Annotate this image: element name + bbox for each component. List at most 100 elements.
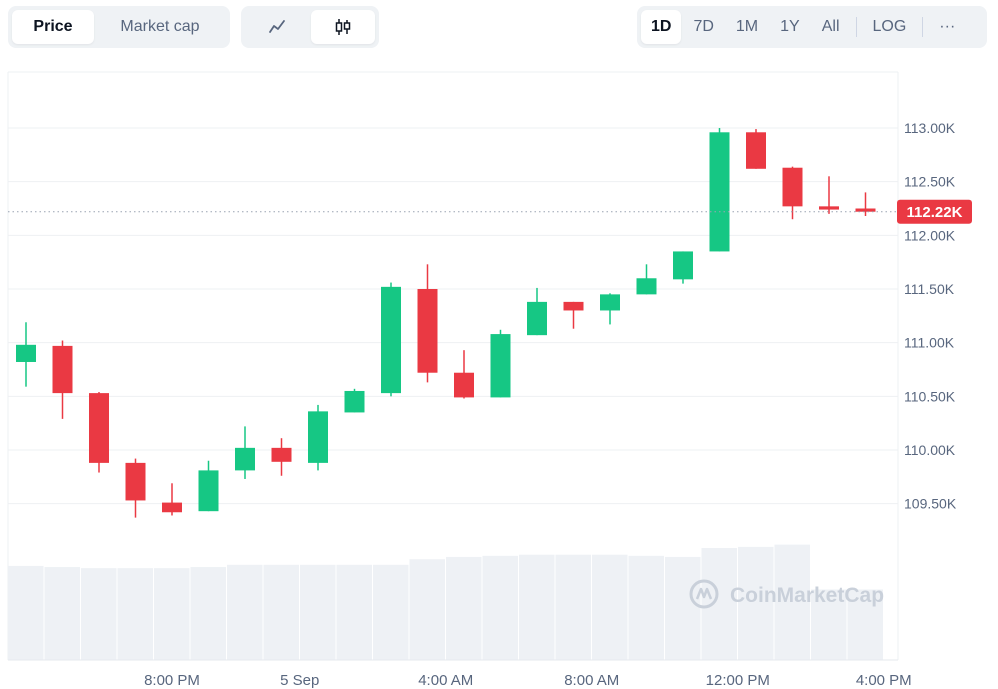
range-1d[interactable]: 1D: [641, 10, 682, 44]
divider: [855, 17, 857, 37]
candle: [454, 350, 474, 399]
candle-body: [600, 294, 620, 311]
candle-body: [308, 411, 328, 463]
candle-body: [490, 334, 511, 398]
candle: [673, 251, 693, 284]
volume-bars: [8, 544, 883, 660]
y-tick-label: 113.00K: [904, 120, 956, 136]
volume-bar: [44, 567, 80, 660]
candle-body: [673, 251, 693, 280]
y-tick-label: 110.50K: [904, 388, 956, 404]
candle: [527, 287, 547, 336]
volume-bar: [190, 567, 226, 660]
volume-bar: [665, 556, 701, 660]
candle: [162, 483, 182, 516]
candle-body: [125, 462, 146, 501]
y-tick-label: 110.00K: [904, 442, 956, 458]
candle-body: [344, 390, 365, 413]
candle: [16, 322, 36, 387]
candle: [125, 458, 146, 518]
candle-body: [855, 208, 876, 212]
candle: [563, 301, 584, 329]
range-all[interactable]: All: [821, 18, 840, 35]
current-price-value: 112.22K: [907, 204, 963, 221]
candle-body: [709, 132, 730, 252]
candle-body: [527, 301, 547, 336]
candlestick-icon: [335, 19, 351, 35]
y-tick-label: 109.50K: [904, 496, 957, 512]
volume-bar: [227, 564, 263, 660]
tab-price[interactable]: Price: [12, 10, 94, 44]
candle: [235, 426, 255, 479]
candle: [636, 264, 657, 295]
candle-body: [381, 286, 401, 394]
range-7d[interactable]: 7D: [693, 18, 714, 35]
candle: [89, 392, 109, 473]
candle-body: [271, 447, 292, 462]
candlestick-chart-button[interactable]: [311, 10, 375, 44]
x-tick-label: 12:00 PM: [706, 672, 770, 689]
y-tick-label: 111.00K: [904, 335, 955, 351]
watermark: CoinMarketCap: [689, 579, 884, 609]
chart-type-toggle: [241, 6, 379, 48]
volume-bar: [555, 554, 591, 660]
candle-body: [782, 167, 803, 207]
volume-bar: [701, 548, 737, 660]
volume-bar: [263, 564, 299, 660]
x-axis: 8:00 PM 5 Sep 4:00 AM 8:00 AM 12:00 PM 4:00 P…: [144, 672, 912, 689]
x-tick-label: 8:00 AM: [564, 672, 619, 689]
candle: [381, 282, 401, 397]
candle: [746, 129, 766, 169]
range-1y[interactable]: 1Y: [780, 18, 800, 35]
x-tick-label: 8:00 PM: [144, 672, 200, 689]
volume-bar: [738, 546, 774, 660]
candles: [16, 128, 876, 518]
volume-bar: [117, 568, 153, 660]
candle: [308, 404, 328, 471]
y-tick-label: 112.00K: [904, 227, 956, 243]
candle-body: [235, 447, 255, 471]
candle: [600, 293, 620, 325]
line-chart-button[interactable]: [245, 10, 309, 44]
candle: [819, 176, 839, 214]
candle-body: [454, 372, 474, 398]
volume-bar: [154, 568, 190, 660]
volume-bar: [628, 555, 664, 660]
current-price-badge: [897, 199, 972, 224]
candle-body: [417, 289, 438, 373]
tab-market-cap[interactable]: Market cap: [120, 18, 200, 35]
candle: [271, 438, 292, 476]
coinmarketcap-logo-icon: [689, 579, 719, 609]
candle: [344, 388, 365, 413]
grid: [8, 127, 898, 505]
candle: [490, 329, 511, 398]
watermark-text: CoinMarketCap: [730, 584, 884, 607]
volume-bar: [300, 564, 336, 660]
volume-bar: [811, 589, 847, 660]
line-chart-icon: [269, 20, 285, 33]
candle-body: [198, 470, 219, 512]
volume-bar: [519, 554, 555, 660]
metric-toggle: Price Market cap: [8, 6, 230, 48]
y-tick-label: 111.50K: [904, 281, 955, 297]
range-1m[interactable]: 1M: [735, 18, 759, 35]
candle: [855, 192, 876, 217]
candle: [417, 264, 438, 383]
divider: [922, 17, 924, 37]
candle-body: [819, 206, 839, 210]
volume-bar: [8, 565, 44, 660]
volume-bar: [482, 555, 518, 660]
volume-bar: [592, 554, 628, 660]
candle: [52, 340, 73, 419]
log-scale-button[interactable]: LOG: [872, 18, 907, 35]
range-toggle: 1D 7D 1M 1Y All LOG ···: [637, 6, 987, 48]
candle: [198, 460, 219, 512]
more-options-button[interactable]: ···: [939, 18, 956, 35]
candle-body: [746, 132, 766, 169]
volume-bar: [81, 568, 117, 660]
x-tick-label: 5 Sep: [280, 672, 319, 689]
current-price-tag: 112.22K: [897, 199, 972, 224]
volume-bar: [373, 564, 409, 660]
candle: [709, 128, 730, 252]
